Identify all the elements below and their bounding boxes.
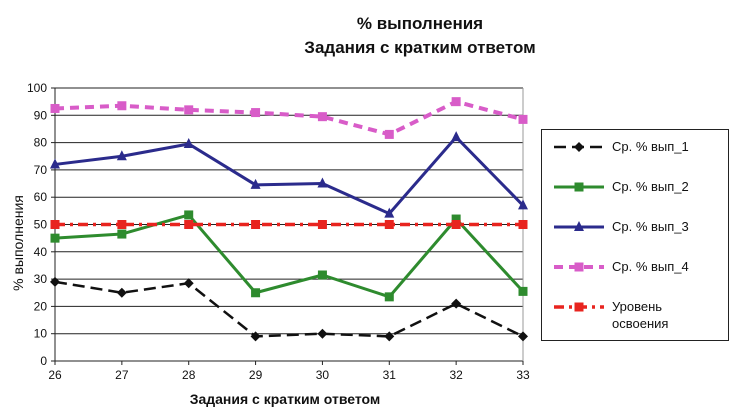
y-tick-label: 40	[34, 245, 48, 259]
data-point	[117, 229, 127, 239]
data-point	[251, 108, 261, 118]
legend-label: Уровень освоения	[612, 299, 669, 331]
legend-swatch	[554, 221, 604, 231]
series-2	[50, 210, 528, 302]
data-point	[574, 142, 584, 152]
data-point	[250, 178, 261, 189]
x-tick-label: 31	[383, 368, 397, 382]
y-tick-label: 20	[34, 299, 48, 313]
legend-swatch	[554, 142, 604, 152]
y-axis-label: % выполнения	[10, 195, 26, 291]
data-point	[116, 150, 127, 161]
data-point	[117, 101, 127, 111]
data-point	[50, 158, 60, 169]
data-point	[574, 302, 584, 312]
grid-lines	[55, 87, 523, 335]
data-point	[518, 331, 528, 342]
legend-swatch	[554, 182, 604, 192]
series-5	[50, 220, 528, 229]
data-point	[384, 220, 394, 229]
data-point	[518, 286, 528, 296]
data-point	[574, 262, 584, 272]
data-point	[183, 137, 194, 148]
data-point	[183, 278, 194, 289]
x-tick-label: 30	[316, 368, 330, 382]
y-tick-label: 0	[40, 354, 47, 368]
data-point	[451, 220, 461, 229]
data-point	[518, 199, 528, 210]
y-tick-label: 60	[34, 190, 48, 204]
chart-subtitle: Задания с кратким ответом	[304, 38, 536, 57]
series-4	[50, 97, 528, 139]
data-point	[50, 233, 60, 243]
x-tick-label: 27	[115, 368, 129, 382]
data-point	[451, 214, 461, 224]
data-point	[50, 103, 60, 113]
data-point	[317, 328, 328, 339]
data-point	[451, 97, 461, 107]
legend-label: Ср. % вып_3	[612, 219, 689, 234]
legend-item: Ср. % вып_3	[552, 218, 728, 254]
series-line	[54, 213, 525, 299]
y-tick-label: 50	[34, 218, 48, 232]
data-point	[384, 207, 395, 218]
axes: 0 10 20 30 40 50 60 70 80 90 100 26 27 28 29 30 31 32 33	[27, 81, 530, 382]
series-line	[54, 135, 525, 216]
series-line	[54, 99, 524, 137]
data-point	[518, 220, 528, 229]
legend-item: Ср. % вып_4	[552, 258, 728, 294]
data-point	[574, 182, 584, 192]
legend-label: Ср. % вып_2	[612, 179, 689, 194]
x-tick-label: 26	[48, 368, 62, 382]
data-point	[451, 298, 462, 309]
x-tick-label: 28	[182, 368, 196, 382]
series-line	[54, 280, 524, 338]
data-point	[384, 331, 395, 342]
data-point	[317, 177, 328, 188]
data-point	[184, 210, 194, 220]
series-group	[50, 97, 528, 342]
legend-swatch	[554, 262, 604, 272]
series-3	[50, 131, 528, 218]
data-point	[50, 220, 60, 229]
legend-label: Ср. % вып_1	[612, 139, 689, 154]
legend-swatch	[554, 302, 604, 312]
x-tick-label: 32	[449, 368, 463, 382]
data-point	[184, 105, 194, 115]
data-point	[518, 114, 528, 124]
x-axis-label: Задания с кратким ответом	[190, 391, 381, 407]
data-point	[384, 292, 394, 302]
legend-label: Ср. % вып_4	[612, 259, 689, 274]
legend: Ср. % вып_1 Ср. % вып_2 Ср. % вып_3 Ср. % в…	[541, 129, 729, 341]
legend-item: Уровень освоения	[552, 298, 728, 334]
y-tick-label: 30	[34, 272, 48, 286]
data-point	[317, 220, 327, 229]
y-tick-label: 100	[27, 81, 47, 95]
data-point	[251, 288, 261, 298]
data-point	[574, 221, 584, 231]
legend-item: Ср. % вып_2	[552, 178, 728, 214]
series-1	[50, 276, 528, 342]
data-point	[184, 220, 194, 229]
y-tick-label: 80	[34, 136, 48, 150]
data-point	[251, 220, 261, 229]
data-point	[317, 270, 327, 280]
y-tick-label: 70	[34, 163, 48, 177]
data-point	[451, 131, 462, 142]
data-point	[317, 112, 327, 122]
data-point	[117, 220, 127, 229]
data-point	[50, 276, 60, 287]
data-point	[250, 331, 261, 342]
x-tick-label: 29	[249, 368, 263, 382]
data-point	[116, 287, 127, 298]
x-tick-label: 33	[516, 368, 530, 382]
data-point	[384, 129, 394, 139]
legend-item: Ср. % вып_1	[552, 138, 728, 174]
y-tick-label: 90	[34, 108, 48, 122]
y-tick-label: 10	[34, 327, 48, 341]
chart-title: % выполнения	[356, 14, 484, 33]
